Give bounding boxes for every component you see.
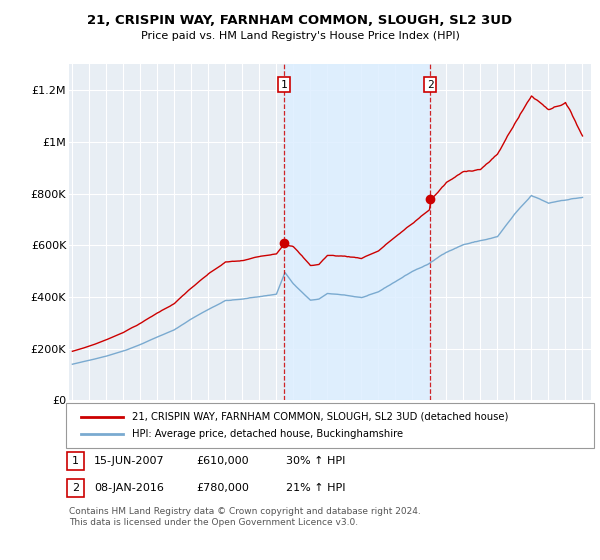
Bar xyxy=(284,64,430,400)
Text: HPI: Average price, detached house, Buckinghamshire: HPI: Average price, detached house, Buck… xyxy=(132,429,403,439)
Text: Price paid vs. HM Land Registry's House Price Index (HPI): Price paid vs. HM Land Registry's House … xyxy=(140,31,460,41)
Text: 21% ↑ HPI: 21% ↑ HPI xyxy=(286,483,346,493)
Text: 2: 2 xyxy=(72,483,79,493)
Text: £780,000: £780,000 xyxy=(196,483,249,493)
Text: Contains HM Land Registry data © Crown copyright and database right 2024.
This d: Contains HM Land Registry data © Crown c… xyxy=(69,507,421,527)
Text: 21, CRISPIN WAY, FARNHAM COMMON, SLOUGH, SL2 3UD (detached house): 21, CRISPIN WAY, FARNHAM COMMON, SLOUGH,… xyxy=(132,412,508,422)
Text: £610,000: £610,000 xyxy=(196,456,249,466)
Text: 30% ↑ HPI: 30% ↑ HPI xyxy=(286,456,346,466)
Text: 1: 1 xyxy=(72,456,79,466)
Text: 08-JAN-2016: 08-JAN-2016 xyxy=(94,483,164,493)
Text: 1: 1 xyxy=(281,80,287,90)
Text: 15-JUN-2007: 15-JUN-2007 xyxy=(94,456,165,466)
Text: 2: 2 xyxy=(427,80,434,90)
Text: 21, CRISPIN WAY, FARNHAM COMMON, SLOUGH, SL2 3UD: 21, CRISPIN WAY, FARNHAM COMMON, SLOUGH,… xyxy=(88,14,512,27)
